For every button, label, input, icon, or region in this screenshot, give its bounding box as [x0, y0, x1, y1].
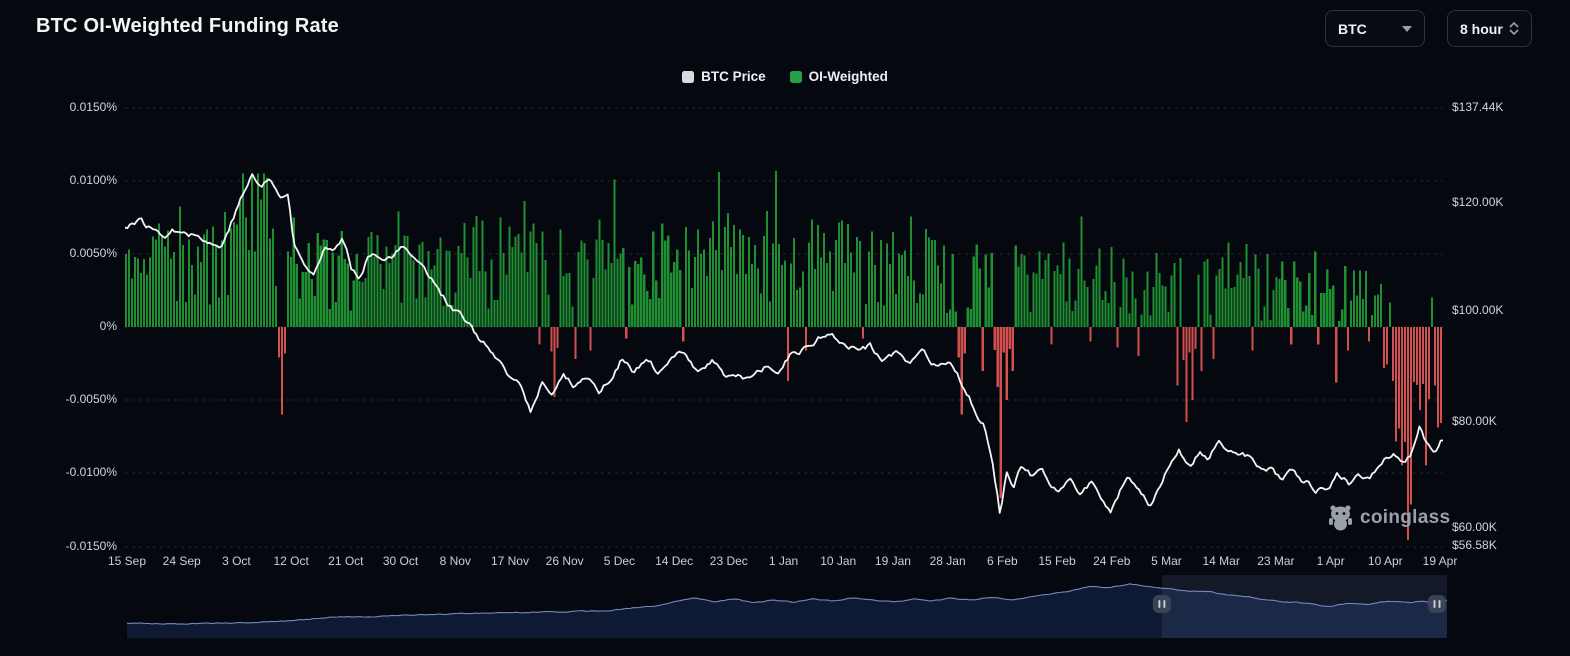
symbol-select[interactable]: BTC [1325, 10, 1425, 47]
interval-select-value: 8 hour [1460, 20, 1503, 37]
x-axis-tick: 14 Mar [1202, 554, 1240, 568]
left-axis-tick: 0.0150% [69, 100, 117, 114]
updown-chevrons-icon [1509, 22, 1519, 35]
legend-label-oi-weighted: OI-Weighted [808, 69, 888, 84]
coinglass-watermark: coinglass [1328, 504, 1450, 531]
x-axis-tick: 12 Oct [273, 554, 309, 568]
x-axis-tick: 23 Mar [1257, 554, 1295, 568]
x-axis-tick: 19 Jan [874, 554, 911, 568]
navigator-handle-right[interactable] [1428, 595, 1446, 613]
left-axis-tick: 0.0100% [69, 173, 117, 187]
left-axis-tick: 0% [99, 319, 117, 333]
legend-item-btc-price[interactable]: BTC Price [682, 69, 766, 84]
x-axis-tick: 24 Feb [1093, 554, 1131, 568]
left-axis-tick: 0.0050% [69, 246, 117, 260]
x-axis-tick: 28 Jan [929, 554, 966, 568]
range-navigator[interactable] [127, 575, 1447, 638]
right-axis-tick: $56.58K [1452, 538, 1497, 552]
x-axis-tick: 10 Apr [1367, 554, 1403, 568]
x-axis-tick: 26 Nov [545, 554, 584, 568]
left-axis-tick: -0.0050% [65, 392, 117, 406]
right-axis-tick: $100.00K [1452, 303, 1504, 317]
legend-label-btc-price: BTC Price [701, 69, 766, 84]
right-axis-tick: $120.00K [1452, 195, 1504, 209]
right-axis-tick: $80.00K [1452, 414, 1497, 428]
main-chart-plot[interactable] [125, 100, 1443, 548]
left-axis-tick: -0.0100% [65, 465, 117, 479]
chevron-down-icon [1402, 25, 1412, 32]
x-axis-tick: 5 Mar [1151, 554, 1182, 568]
x-axis-tick: 23 Dec [709, 554, 748, 568]
page-title: BTC OI-Weighted Funding Rate [36, 15, 339, 37]
x-axis-tick: 14 Dec [655, 554, 694, 568]
legend-item-oi-weighted[interactable]: OI-Weighted [789, 69, 888, 84]
x-axis-tick: 10 Jan [820, 554, 857, 568]
interval-select[interactable]: 8 hour [1447, 10, 1532, 47]
coinglass-watermark-text: coinglass [1360, 506, 1451, 528]
x-axis-tick: 5 Dec [603, 554, 636, 568]
x-axis-tick: 15 Feb [1038, 554, 1076, 568]
oi-weighted-swatch [789, 70, 802, 83]
x-axis-tick: 8 Nov [439, 554, 471, 568]
x-axis-tick: 1 Jan [768, 554, 799, 568]
right-axis-tick: $60.00K [1452, 520, 1497, 534]
x-axis-tick: 21 Oct [328, 554, 364, 568]
x-axis-tick: 6 Feb [986, 554, 1018, 568]
x-axis-tick: 30 Oct [382, 554, 419, 568]
btc-price-swatch [682, 70, 695, 83]
navigator-handle-left[interactable] [1152, 595, 1171, 613]
coinglass-mascot-icon [1329, 505, 1352, 531]
x-axis-tick: 24 Sep [162, 554, 201, 568]
x-axis-tick: 1 Apr [1316, 554, 1345, 568]
chart-legend: BTC Price OI-Weighted [0, 69, 1570, 84]
navigator-selection[interactable] [1161, 575, 1447, 638]
x-axis-tick: 15 Sep [107, 554, 147, 568]
x-axis-tick: 19 Apr [1422, 554, 1458, 568]
left-axis-tick: -0.0150% [65, 539, 117, 553]
symbol-select-value: BTC [1338, 20, 1367, 37]
x-axis-tick: 3 Oct [222, 554, 251, 568]
x-axis-tick: 17 Nov [490, 554, 529, 568]
right-axis-tick: $137.44K [1452, 100, 1504, 114]
